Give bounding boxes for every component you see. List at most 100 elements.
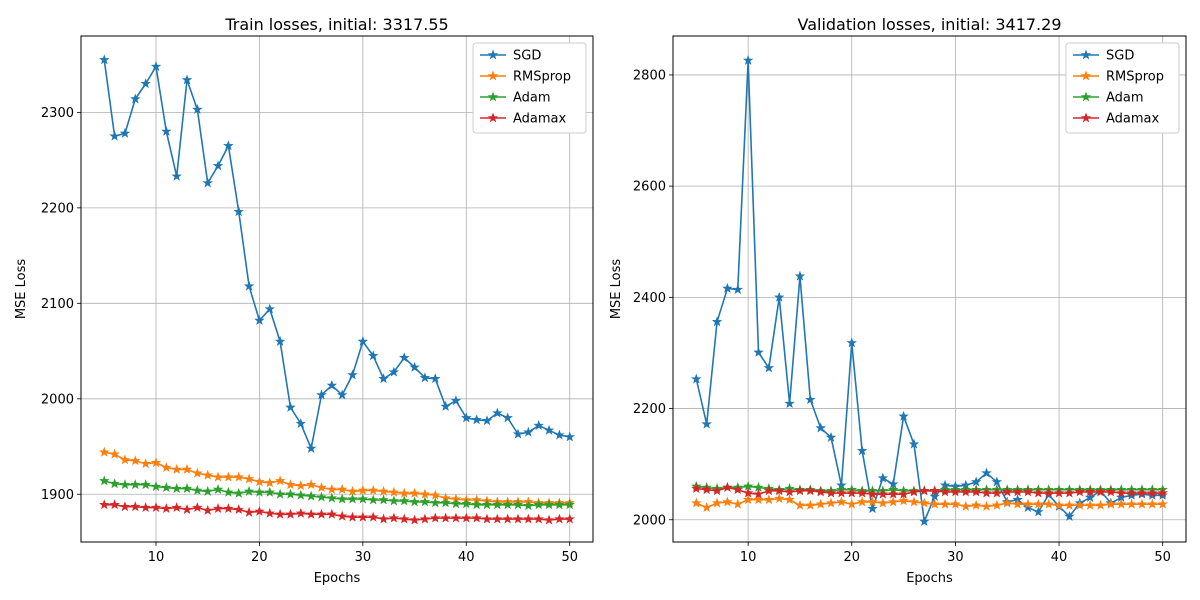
data-point (691, 483, 702, 494)
data-point (99, 475, 110, 486)
legend-label: Adam (513, 91, 551, 106)
data-point (939, 486, 951, 497)
legend-label: Adam (1106, 91, 1144, 106)
data-point (691, 373, 702, 384)
data-point (753, 346, 764, 357)
data-point (533, 420, 544, 430)
data-point (523, 426, 534, 437)
data-point (564, 513, 575, 524)
data-point (440, 400, 451, 411)
y-tick-label: 2000 (633, 513, 666, 528)
data-point (140, 78, 151, 89)
x-tick-label: 50 (1154, 550, 1171, 565)
legend-item-adam: Adam (1073, 91, 1144, 106)
data-point (285, 508, 296, 519)
data-point (929, 485, 940, 496)
data-point (711, 497, 723, 508)
data-point (461, 412, 472, 423)
data-point (254, 486, 265, 497)
data-point (471, 414, 482, 425)
data-point (99, 499, 110, 510)
data-point (554, 513, 565, 524)
chart-title: Train losses, initial: 3317.55 (224, 15, 448, 34)
data-point (119, 127, 131, 138)
data-point (192, 467, 203, 478)
data-point (285, 401, 296, 412)
data-point (181, 504, 193, 514)
data-point (254, 476, 265, 487)
data-point (161, 125, 172, 136)
data-point (805, 485, 816, 496)
data-point (543, 499, 555, 510)
y-tick-label: 2200 (633, 402, 666, 417)
data-point (378, 494, 389, 505)
data-point (898, 488, 909, 499)
data-point (316, 508, 327, 519)
legend-label: SGD (513, 49, 541, 64)
data-point (285, 479, 296, 490)
data-point (347, 485, 358, 496)
legend-item-rmsprop: RMSprop (1073, 70, 1164, 85)
x-tick-label: 10 (740, 550, 757, 565)
data-point (150, 481, 162, 492)
legend-label: RMSprop (1106, 70, 1164, 85)
data-point (305, 490, 317, 501)
data-point (1064, 487, 1075, 498)
data-point (533, 513, 544, 524)
data-point (150, 457, 162, 468)
data-point (316, 482, 327, 493)
data-point (1136, 498, 1148, 509)
series-line (696, 486, 1163, 495)
data-point (409, 361, 420, 372)
legend-box (472, 42, 587, 134)
data-point (794, 485, 806, 496)
data-point (223, 486, 234, 497)
legend-item-sgd: SGD (1073, 49, 1134, 64)
data-point (305, 442, 317, 453)
y-tick-label: 2300 (41, 106, 74, 121)
data-point (388, 495, 400, 506)
data-point (461, 512, 472, 523)
data-point (264, 486, 275, 497)
series-sgd (691, 54, 1168, 526)
train-loss-chart: 10 20 30 40 50 1900 2000 2100 2200 2300 Train loss… (14, 15, 594, 586)
legend-item-rmsprop: RMSprop (480, 70, 571, 85)
data-point (908, 486, 920, 497)
data-point (1033, 487, 1044, 498)
x-tick-label: 10 (148, 550, 165, 565)
data-point (856, 496, 868, 507)
data-point (1002, 497, 1013, 508)
data-point (1002, 486, 1013, 497)
legend-label: Adamax (513, 112, 567, 127)
data-point (1043, 498, 1054, 509)
data-point (1116, 487, 1127, 498)
data-point (763, 494, 775, 505)
data-point (347, 511, 358, 522)
data-point (430, 497, 441, 508)
data-point (233, 206, 244, 217)
data-point (908, 496, 920, 507)
data-point (181, 74, 193, 85)
data-point (970, 499, 982, 510)
data-point (471, 512, 482, 523)
x-tick-label: 30 (947, 550, 964, 565)
data-point (326, 379, 338, 390)
data-point (1126, 498, 1137, 509)
data-point (512, 428, 524, 439)
data-point (305, 508, 317, 519)
data-point (99, 446, 110, 457)
data-point (1095, 486, 1106, 497)
data-point (357, 493, 369, 504)
data-point (264, 507, 275, 518)
data-point (794, 270, 806, 281)
data-point (981, 500, 992, 511)
data-point (888, 496, 899, 507)
plot-frame (80, 35, 594, 543)
data-point (950, 498, 961, 509)
y-axis-label: MSE Loss (609, 259, 624, 320)
data-point (533, 499, 544, 510)
data-point (805, 499, 816, 510)
data-point (742, 54, 754, 65)
legend-label: Adamax (1106, 112, 1160, 127)
